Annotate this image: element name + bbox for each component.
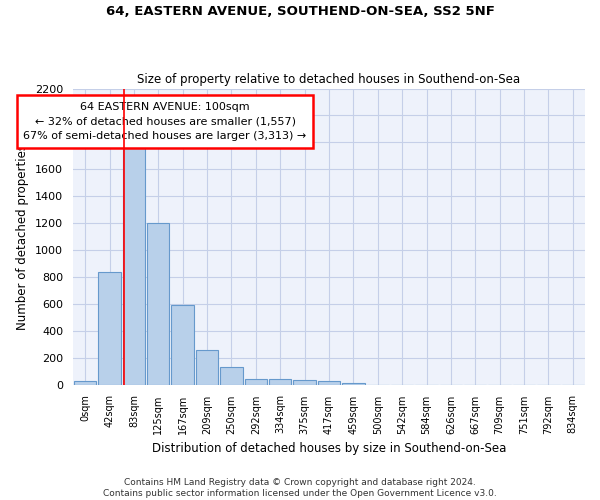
Bar: [220, 367, 242, 384]
Bar: [245, 378, 267, 384]
Bar: [172, 305, 194, 384]
Text: Contains HM Land Registry data © Crown copyright and database right 2024.
Contai: Contains HM Land Registry data © Crown c…: [103, 478, 497, 498]
Bar: [269, 378, 292, 384]
Bar: [342, 382, 365, 384]
Text: 64 EASTERN AVENUE: 100sqm
← 32% of detached houses are smaller (1,557)
67% of se: 64 EASTERN AVENUE: 100sqm ← 32% of detac…: [23, 102, 307, 142]
Bar: [147, 223, 169, 384]
X-axis label: Distribution of detached houses by size in Southend-on-Sea: Distribution of detached houses by size …: [152, 442, 506, 455]
Bar: [196, 350, 218, 384]
Bar: [293, 380, 316, 384]
Bar: [122, 142, 145, 384]
Y-axis label: Number of detached properties: Number of detached properties: [16, 144, 29, 330]
Title: Size of property relative to detached houses in Southend-on-Sea: Size of property relative to detached ho…: [137, 73, 521, 86]
Bar: [74, 380, 97, 384]
Bar: [98, 272, 121, 384]
Text: 64, EASTERN AVENUE, SOUTHEND-ON-SEA, SS2 5NF: 64, EASTERN AVENUE, SOUTHEND-ON-SEA, SS2…: [106, 5, 494, 18]
Bar: [318, 380, 340, 384]
